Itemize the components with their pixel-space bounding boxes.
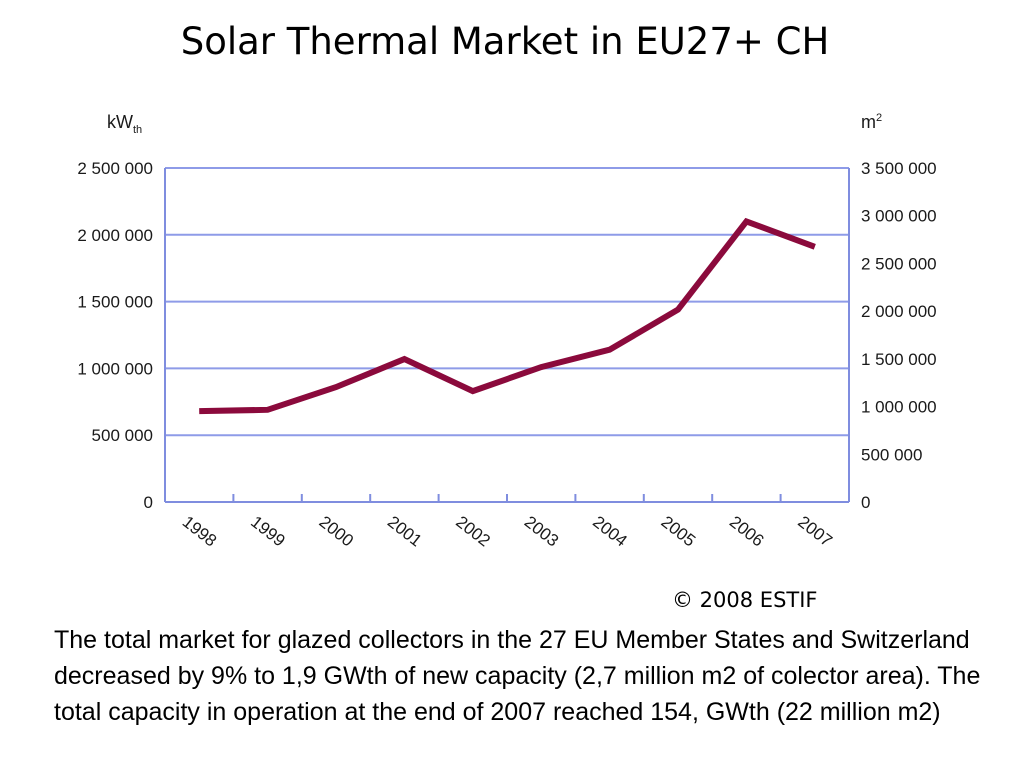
x-tick-label: 2002 — [452, 512, 494, 550]
x-tick-label: 2005 — [658, 512, 700, 550]
left-y-tick-label: 2 000 000 — [77, 226, 153, 245]
right-y-tick-label: 3 000 000 — [861, 207, 937, 226]
axes — [164, 168, 850, 503]
x-tick-label: 2003 — [521, 512, 563, 550]
right-y-tick-label: 2 000 000 — [861, 302, 937, 321]
right-y-tick-label: 500 000 — [861, 445, 922, 464]
left-y-tick-label: 500 000 — [92, 426, 153, 445]
right-y-tick-label: 1 000 000 — [861, 398, 937, 417]
x-tick-label: 2001 — [384, 512, 426, 550]
gridlines — [165, 167, 849, 503]
x-tick-labels: 1998 1999 2000 2001 2002 2003 2004 2005 2006 2007 — [179, 512, 836, 550]
copyright-notice: © 2008 ESTIF — [672, 588, 818, 612]
left-y-tick-labels: 0 500 000 1 000 000 1 500 000 2 000 000 2 500… — [77, 159, 153, 512]
right-axis-unit: m2 — [861, 112, 882, 132]
caption-text: The total market for glazed collectors i… — [54, 626, 981, 726]
series-line — [199, 217, 816, 415]
x-tick-label: 1998 — [179, 512, 221, 550]
right-y-tick-labels: 0 500 000 1 000 000 1 500 000 2 000 000 2 500… — [861, 159, 937, 512]
left-y-tick-label: 2 500 000 — [77, 159, 153, 178]
right-y-tick-label: 0 — [861, 493, 870, 512]
x-tick-label: 2000 — [316, 512, 358, 550]
x-tick-label: 2007 — [794, 512, 836, 550]
x-tick-label: 2006 — [726, 512, 768, 550]
left-y-tick-label: 0 — [144, 493, 153, 512]
right-y-tick-label: 3 500 000 — [861, 159, 937, 178]
chart-title: Solar Thermal Market in EU27+ CH — [180, 20, 830, 63]
x-tick-label: 1999 — [247, 512, 289, 550]
left-axis-unit: kWth — [107, 112, 142, 136]
left-y-tick-label: 1 000 000 — [77, 359, 153, 378]
line-chart: 0 500 000 1 000 000 1 500 000 2 000 000 2 500… — [77, 112, 937, 550]
x-tick-label: 2004 — [589, 512, 631, 550]
right-y-tick-label: 2 500 000 — [861, 254, 937, 273]
left-y-tick-label: 1 500 000 — [77, 293, 153, 312]
right-y-tick-label: 1 500 000 — [861, 350, 937, 369]
series — [199, 217, 816, 415]
